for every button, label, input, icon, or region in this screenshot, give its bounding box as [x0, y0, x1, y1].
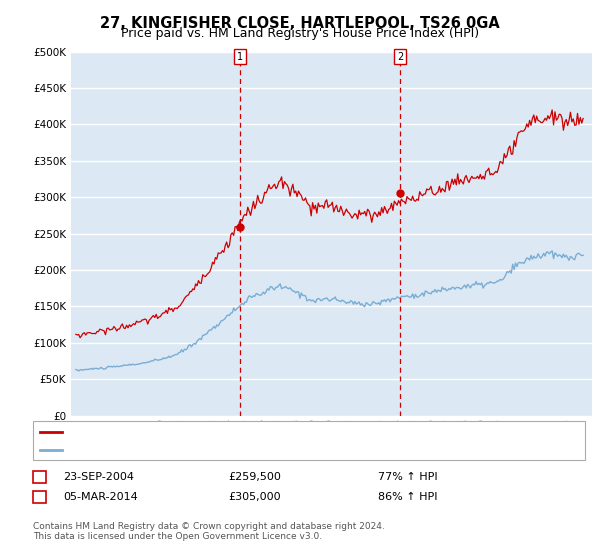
- Text: 05-MAR-2014: 05-MAR-2014: [63, 492, 138, 502]
- Text: 1: 1: [36, 472, 43, 482]
- Text: 1: 1: [238, 52, 244, 62]
- Text: 2: 2: [36, 492, 43, 502]
- Text: £305,000: £305,000: [228, 492, 281, 502]
- Text: 27, KINGFISHER CLOSE, HARTLEPOOL, TS26 0GA: 27, KINGFISHER CLOSE, HARTLEPOOL, TS26 0…: [100, 16, 500, 31]
- Text: Price paid vs. HM Land Registry's House Price Index (HPI): Price paid vs. HM Land Registry's House …: [121, 27, 479, 40]
- Text: 86% ↑ HPI: 86% ↑ HPI: [378, 492, 437, 502]
- Text: £259,500: £259,500: [228, 472, 281, 482]
- Text: 77% ↑ HPI: 77% ↑ HPI: [378, 472, 437, 482]
- Text: 2: 2: [397, 52, 403, 62]
- Text: HPI: Average price, detached house, Hartlepool: HPI: Average price, detached house, Hart…: [66, 445, 313, 455]
- Text: 27, KINGFISHER CLOSE, HARTLEPOOL, TS26 0GA (detached house): 27, KINGFISHER CLOSE, HARTLEPOOL, TS26 0…: [66, 427, 413, 437]
- Text: 23-SEP-2004: 23-SEP-2004: [63, 472, 134, 482]
- Text: Contains HM Land Registry data © Crown copyright and database right 2024.
This d: Contains HM Land Registry data © Crown c…: [33, 522, 385, 542]
